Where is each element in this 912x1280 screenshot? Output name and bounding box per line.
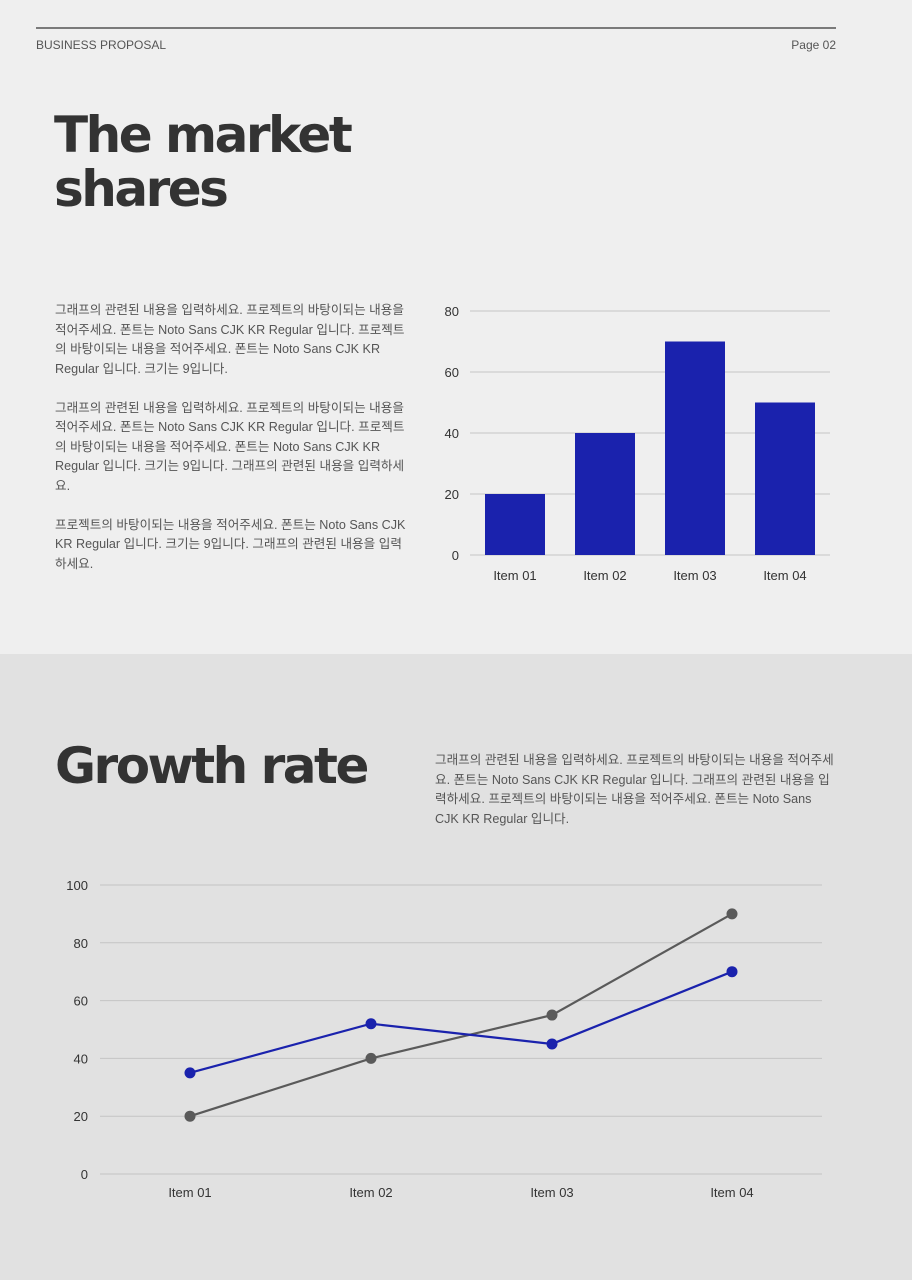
- x-tick-label: Item 02: [583, 568, 626, 583]
- market-shares-text: 그래프의 관련된 내용을 입력하세요. 프로젝트의 바탕이되는 내용을 적어주세…: [55, 301, 410, 594]
- y-tick-label: 20: [74, 1109, 88, 1124]
- y-tick-label: 100: [66, 878, 88, 893]
- title-line-2: shares: [54, 160, 229, 218]
- y-tick-label: 0: [452, 548, 459, 563]
- y-tick-label: 60: [74, 994, 88, 1009]
- x-tick-label: Item 04: [710, 1185, 753, 1200]
- series-line: [189, 912, 733, 1118]
- bar: [485, 494, 545, 555]
- data-point-marker: [726, 966, 738, 978]
- market-share-bar-chart: 0 20 40 60 80 Item 01 Item 02 Item 03 Item 04: [445, 304, 830, 583]
- growth-section-background: [0, 654, 912, 1280]
- x-tick-label: Item 01: [168, 1185, 211, 1200]
- y-tick-label: 20: [445, 487, 459, 502]
- y-tick-label: 0: [81, 1167, 88, 1182]
- market-shares-title: The market shares: [54, 106, 353, 218]
- y-tick-label: 60: [445, 365, 459, 380]
- series-line: [189, 970, 733, 1074]
- data-point-marker: [184, 1110, 196, 1122]
- document-label: BUSINESS PROPOSAL: [36, 38, 167, 52]
- growth-rate-title: Growth rate: [55, 737, 369, 795]
- header-rule: [36, 27, 836, 29]
- data-point-marker: [726, 908, 738, 920]
- data-point-marker: [365, 1052, 377, 1064]
- x-tick-label: Item 02: [349, 1185, 392, 1200]
- title-line-1: The market: [54, 106, 353, 164]
- paragraph: 그래프의 관련된 내용을 입력하세요. 프로젝트의 바탕이되는 내용을 적어주세…: [55, 400, 405, 493]
- y-tick-label: 40: [445, 426, 459, 441]
- bar: [755, 402, 815, 555]
- x-tick-label: Item 01: [493, 568, 536, 583]
- y-tick-label: 80: [74, 936, 88, 951]
- data-point-marker: [365, 1018, 377, 1030]
- bar: [575, 433, 635, 555]
- x-tick-label: Item 04: [763, 568, 806, 583]
- paragraph: 그래프의 관련된 내용을 입력하세요. 프로젝트의 바탕이되는 내용을 적어주세…: [55, 303, 405, 376]
- x-tick-label: Item 03: [673, 568, 716, 583]
- data-point-marker: [184, 1067, 196, 1079]
- page-number: Page 02: [791, 38, 836, 52]
- data-point-marker: [546, 1038, 558, 1050]
- data-point-marker: [546, 1009, 558, 1021]
- y-tick-label: 80: [445, 304, 459, 319]
- growth-rate-text: 그래프의 관련된 내용을 입력하세요. 프로젝트의 바탕이되는 내용을 적어주세…: [435, 753, 834, 826]
- y-tick-label: 40: [74, 1051, 88, 1066]
- bar: [665, 341, 725, 555]
- x-tick-label: Item 03: [530, 1185, 573, 1200]
- paragraph: 프로젝트의 바탕이되는 내용을 적어주세요. 폰트는 Noto Sans CJK…: [55, 517, 406, 571]
